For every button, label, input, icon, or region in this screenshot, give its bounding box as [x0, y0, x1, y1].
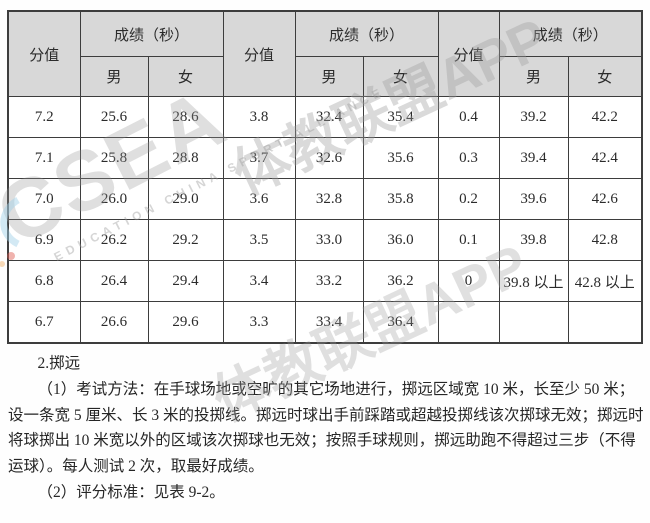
cell-female: 29.6 [147, 301, 224, 344]
header-male: 男 [79, 56, 149, 97]
header-result: 成绩（秒） [498, 10, 643, 57]
cell-female: 36.4 [362, 301, 439, 344]
notes-section: 2.掷远 （1）考试方法：在手球场地或空旷的其它场地进行，掷远区域宽 10 米，… [8, 351, 648, 506]
table-row: 6.9 26.2 29.2 3.5 33.0 36.0 0.1 39.8 42.… [7, 219, 643, 261]
cell-score: 3.8 [222, 96, 296, 138]
cell-male: 33.4 [294, 301, 364, 344]
cell-male: 39.2 [498, 96, 569, 138]
cell-female: 28.6 [147, 96, 224, 138]
cell-male: 33.2 [294, 260, 364, 302]
header-score: 分值 [437, 10, 500, 97]
notes-paragraph-line: （1）考试方法：在手球场地或空旷的其它场地进行，掷远区域宽 10 米，长至少 5… [37, 380, 635, 398]
table-row: 7.0 26.0 29.0 3.6 32.8 35.8 0.2 39.6 42.… [7, 178, 643, 220]
cell-score: 3.5 [222, 219, 296, 261]
header-male: 男 [294, 56, 364, 97]
cell-score: 7.0 [7, 178, 81, 220]
cell-score: 0.3 [437, 137, 500, 179]
cell-score: 7.1 [7, 137, 81, 179]
cell-male: 39.4 [498, 137, 569, 179]
cell-female: 36.2 [362, 260, 439, 302]
cell-score [437, 301, 500, 344]
header-female: 女 [147, 56, 224, 97]
cell-score: 7.2 [7, 96, 81, 138]
notes-standard-line: （2）评分标准：见表 9-2。 [37, 483, 225, 501]
cell-male: 26.0 [79, 178, 149, 220]
cell-female: 42.6 [567, 178, 643, 220]
cell-female: 35.8 [362, 178, 439, 220]
cell-male [498, 301, 569, 344]
table-row: 6.7 26.6 29.6 3.3 33.4 36.4 [7, 301, 643, 344]
cell-male: 25.6 [79, 96, 149, 138]
header-score: 分值 [7, 10, 81, 97]
cell-female: 29.2 [147, 219, 224, 261]
cell-male: 26.6 [79, 301, 149, 344]
cell-male: 39.8 以上 [498, 260, 569, 302]
table-row: 7.1 25.8 28.8 3.7 32.6 35.6 0.3 39.4 42.… [7, 137, 643, 179]
cell-female: 35.4 [362, 96, 439, 138]
header-result: 成绩（秒） [79, 10, 224, 57]
cell-female: 42.8 [567, 219, 643, 261]
cell-score: 3.4 [222, 260, 296, 302]
notes-paragraph-line: 将球掷出 10 米宽以外的区域该次掷球也无效；按照手球规则，掷远助跑不得超过三步… [8, 432, 636, 450]
cell-score: 6.9 [7, 219, 81, 261]
header-female: 女 [362, 56, 439, 97]
cell-score: 3.3 [222, 301, 296, 344]
header-male: 男 [498, 56, 569, 97]
cell-score: 3.6 [222, 178, 296, 220]
notes-paragraph-line: 运球）。每人测试 2 次，取最好成绩。 [8, 458, 264, 476]
cell-female: 29.0 [147, 178, 224, 220]
cell-male: 26.2 [79, 219, 149, 261]
cell-score: 3.7 [222, 137, 296, 179]
notes-heading: 2.掷远 [37, 355, 81, 372]
cell-male: 32.4 [294, 96, 364, 138]
cell-female: 36.0 [362, 219, 439, 261]
cell-male: 26.4 [79, 260, 149, 302]
header-result: 成绩（秒） [294, 10, 439, 57]
cell-female: 35.6 [362, 137, 439, 179]
cell-score: 0 [437, 260, 500, 302]
cell-male: 32.8 [294, 178, 364, 220]
cell-female: 42.8 以上 [567, 260, 643, 302]
cell-male: 33.0 [294, 219, 364, 261]
table-row: 7.2 25.6 28.6 3.8 32.4 35.4 0.4 39.2 42.… [7, 96, 643, 138]
cell-male: 25.8 [79, 137, 149, 179]
header-female: 女 [567, 56, 643, 97]
cell-female: 29.4 [147, 260, 224, 302]
cell-female: 28.8 [147, 137, 224, 179]
cell-female [567, 301, 643, 344]
header-score: 分值 [222, 10, 296, 97]
cell-score: 0.1 [437, 219, 500, 261]
cell-score: 0.4 [437, 96, 500, 138]
cell-score: 0.2 [437, 178, 500, 220]
cell-male: 39.8 [498, 219, 569, 261]
cell-female: 42.2 [567, 96, 643, 138]
cell-score: 6.8 [7, 260, 81, 302]
notes-paragraph-line: 设一条宽 5 厘米、长 3 米的投掷线。掷远时球出手前踩踏或超越投掷线该次掷球无… [8, 406, 644, 424]
cell-male: 32.6 [294, 137, 364, 179]
table-header-row-2: 男 女 男 女 男 女 [8, 56, 643, 97]
cell-score: 6.7 [7, 301, 81, 344]
table-header-row-1: 分值 成绩（秒） 分值 成绩（秒） 分值 成绩（秒） [7, 10, 643, 97]
cell-male: 39.6 [498, 178, 569, 220]
score-table: 分值 成绩（秒） 分值 成绩（秒） 分值 成绩（秒） 男 女 男 女 男 女 7… [7, 10, 644, 344]
cell-female: 42.4 [567, 137, 643, 179]
table-row: 6.8 26.4 29.4 3.4 33.2 36.2 0 39.8 以上 42… [7, 260, 643, 302]
